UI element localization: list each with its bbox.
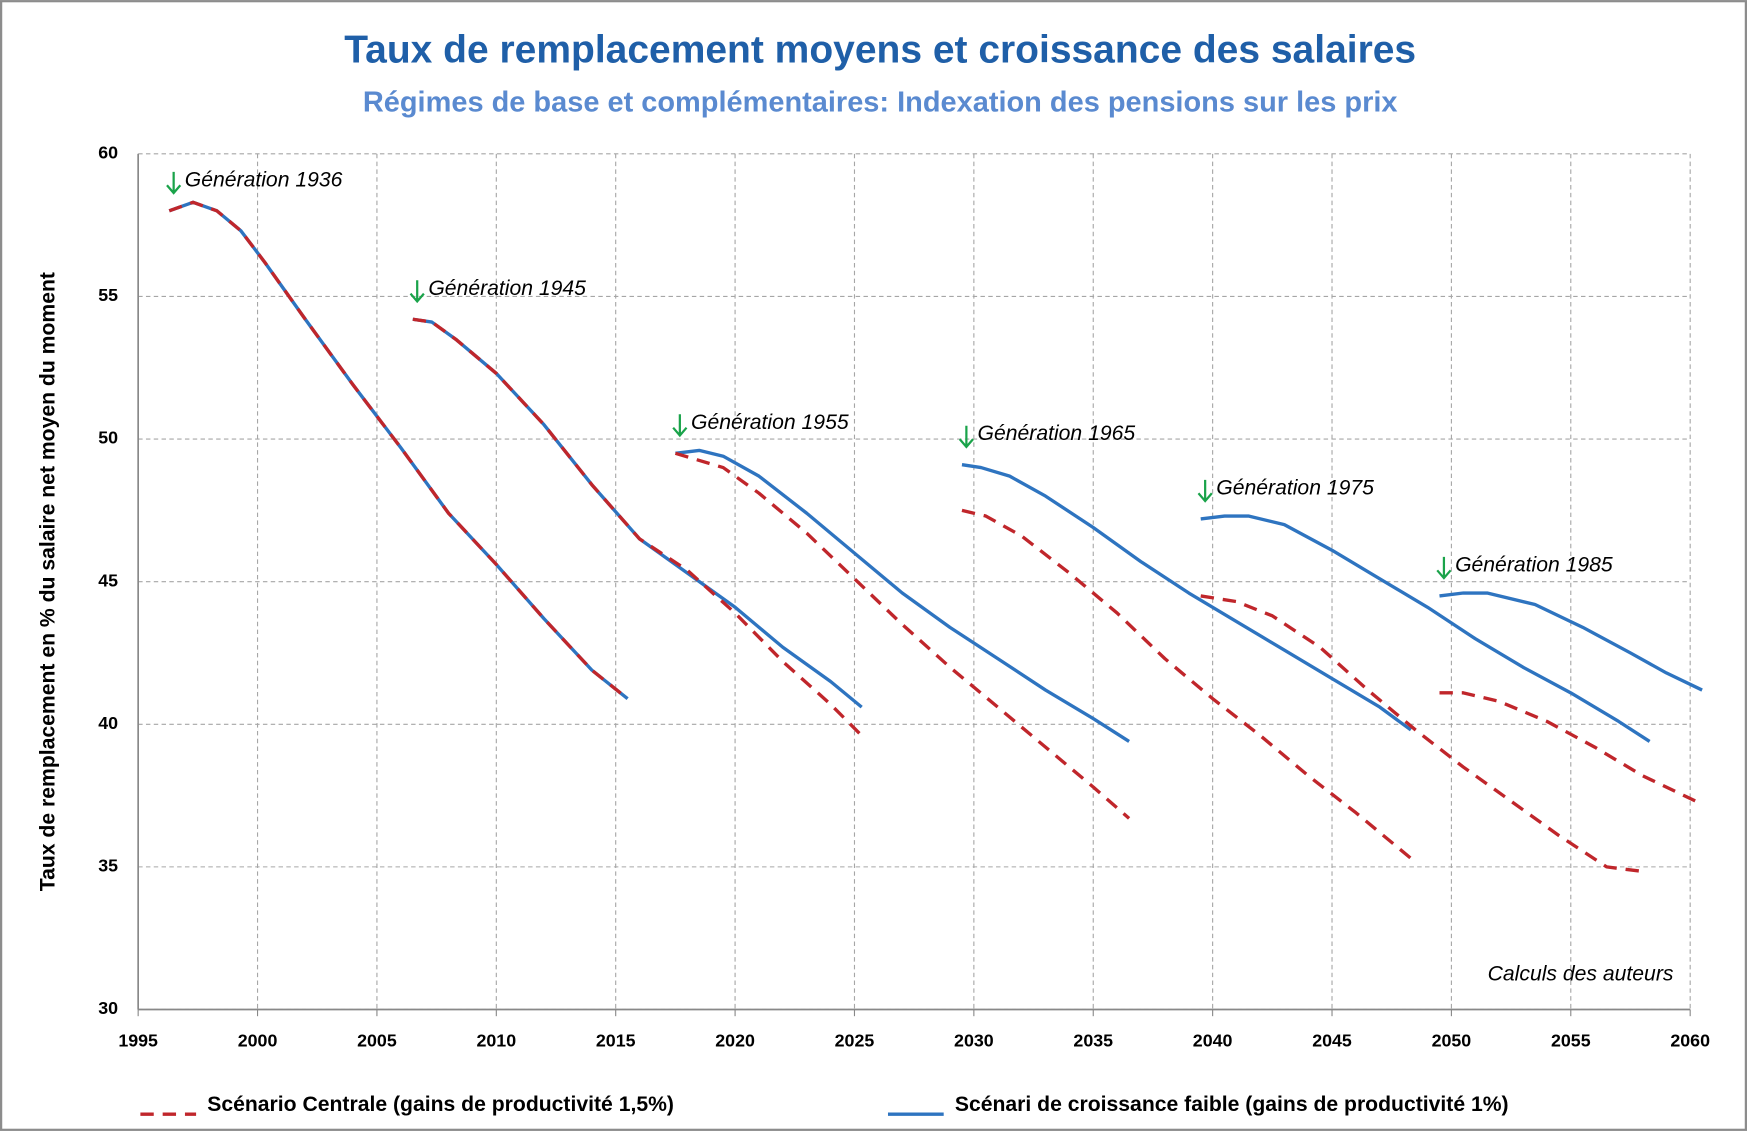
legend-label: Scénario Centrale (gains de productivité… — [207, 1093, 674, 1116]
y-tick-label: 45 — [98, 570, 118, 590]
legend-label: Scénari de croissance faible (gains de p… — [955, 1093, 1509, 1116]
annotation: Génération 1955 — [691, 411, 849, 434]
y-tick-label: 50 — [98, 428, 118, 448]
x-tick-label: 2050 — [1432, 1031, 1472, 1051]
x-tick-label: 2000 — [238, 1031, 278, 1051]
x-tick-label: 2025 — [835, 1031, 875, 1051]
annotation-arrow — [1197, 479, 1213, 503]
annotation-arrow — [958, 425, 974, 449]
x-tick-label: 2020 — [715, 1031, 755, 1051]
x-tick-label: 2010 — [476, 1031, 516, 1051]
chart-title: Taux de remplacement moyens et croissanc… — [344, 29, 1416, 72]
x-tick-label: 2040 — [1193, 1031, 1233, 1051]
annotation: Génération 1945 — [428, 277, 586, 300]
chart-subtitle: Régimes de base et complémentaires: Inde… — [363, 86, 1398, 118]
annotation-arrow — [166, 171, 182, 195]
x-tick-label: 1995 — [118, 1031, 158, 1051]
y-tick-label: 40 — [98, 713, 118, 733]
annotation: Génération 1975 — [1216, 476, 1374, 499]
annotation-arrow — [409, 280, 425, 304]
source-note: Calculs des auteurs — [1488, 963, 1674, 986]
annotation: Génération 1936 — [185, 168, 343, 191]
y-tick-label: 35 — [98, 856, 118, 876]
x-tick-label: 2030 — [954, 1031, 994, 1051]
x-tick-label: 2035 — [1073, 1031, 1113, 1051]
annotation-arrow — [672, 414, 688, 438]
x-tick-label: 2060 — [1670, 1031, 1710, 1051]
annotation: Génération 1985 — [1455, 553, 1613, 576]
x-tick-label: 2055 — [1551, 1031, 1591, 1051]
y-tick-label: 30 — [98, 998, 118, 1018]
x-tick-label: 2015 — [596, 1031, 636, 1051]
y-tick-label: 55 — [98, 285, 118, 305]
annotation-arrow — [1436, 556, 1452, 580]
line-series — [168, 200, 1703, 873]
y-tick-label: 60 — [98, 143, 118, 163]
x-tick-label: 2045 — [1312, 1031, 1352, 1051]
x-tick-label: 2005 — [357, 1031, 397, 1051]
y-axis-label: Taux de remplacement en % du salaire net… — [37, 272, 60, 891]
annotation: Génération 1965 — [978, 422, 1136, 445]
